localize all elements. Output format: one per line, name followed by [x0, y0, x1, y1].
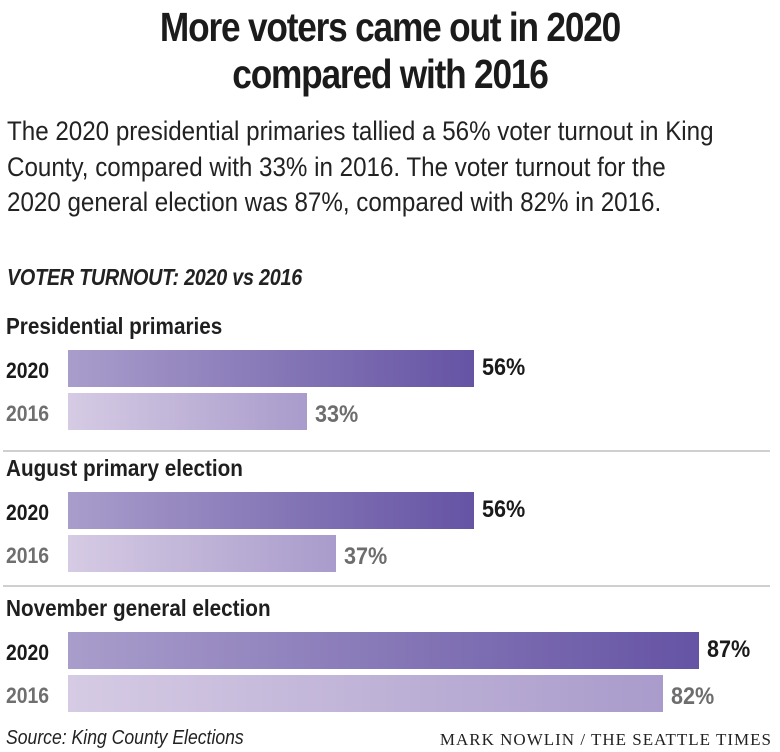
- series-label-2016: 2016: [6, 543, 50, 568]
- chart-kicker: VOTER TURNOUT: 2020 vs 2016: [7, 264, 302, 290]
- chart-description: The 2020 presidential primaries tallied …: [7, 116, 714, 217]
- category-label-november-general-election: November general election: [6, 595, 271, 621]
- category-label-august-primary-election: August primary election: [6, 455, 243, 481]
- series-label-2016: 2016: [6, 683, 50, 708]
- chart-title-line-1: More voters came out in 2020: [159, 4, 621, 50]
- series-label-2020: 2020: [6, 358, 50, 383]
- bar-november-general-election-2020: [68, 632, 699, 669]
- chart-title: More voters came out in 2020 compared wi…: [55, 4, 726, 98]
- value-label-november-general-election-2016: 82%: [670, 683, 714, 710]
- category-label-presidential-primaries: Presidential primaries: [6, 313, 223, 339]
- bar-august-primary-election-2016: [68, 535, 337, 572]
- value-label-august-primary-election-2016: 37%: [344, 543, 388, 570]
- series-label-2020: 2020: [6, 640, 50, 665]
- credit-line: MARK NOWLIN / THE SEATTLE TIMES: [439, 730, 772, 749]
- section-divider: [3, 585, 770, 587]
- value-label-august-primary-election-2020: 56%: [482, 496, 526, 523]
- bar-november-general-election-2016: [68, 675, 663, 712]
- value-label-november-general-election-2020: 87%: [706, 636, 750, 663]
- bar-presidential-primaries-2020: [68, 350, 474, 387]
- bar-presidential-primaries-2016: [68, 393, 308, 430]
- bar-august-primary-election-2020: [68, 492, 474, 529]
- series-label-2016: 2016: [6, 401, 50, 426]
- section-divider: [3, 450, 770, 452]
- value-label-presidential-primaries-2016: 33%: [315, 401, 359, 428]
- value-label-presidential-primaries-2020: 56%: [482, 354, 526, 381]
- chart-title-line-2: compared with 2016: [232, 51, 549, 97]
- series-label-2020: 2020: [6, 500, 50, 525]
- source-note: Source: King County Elections: [6, 727, 244, 749]
